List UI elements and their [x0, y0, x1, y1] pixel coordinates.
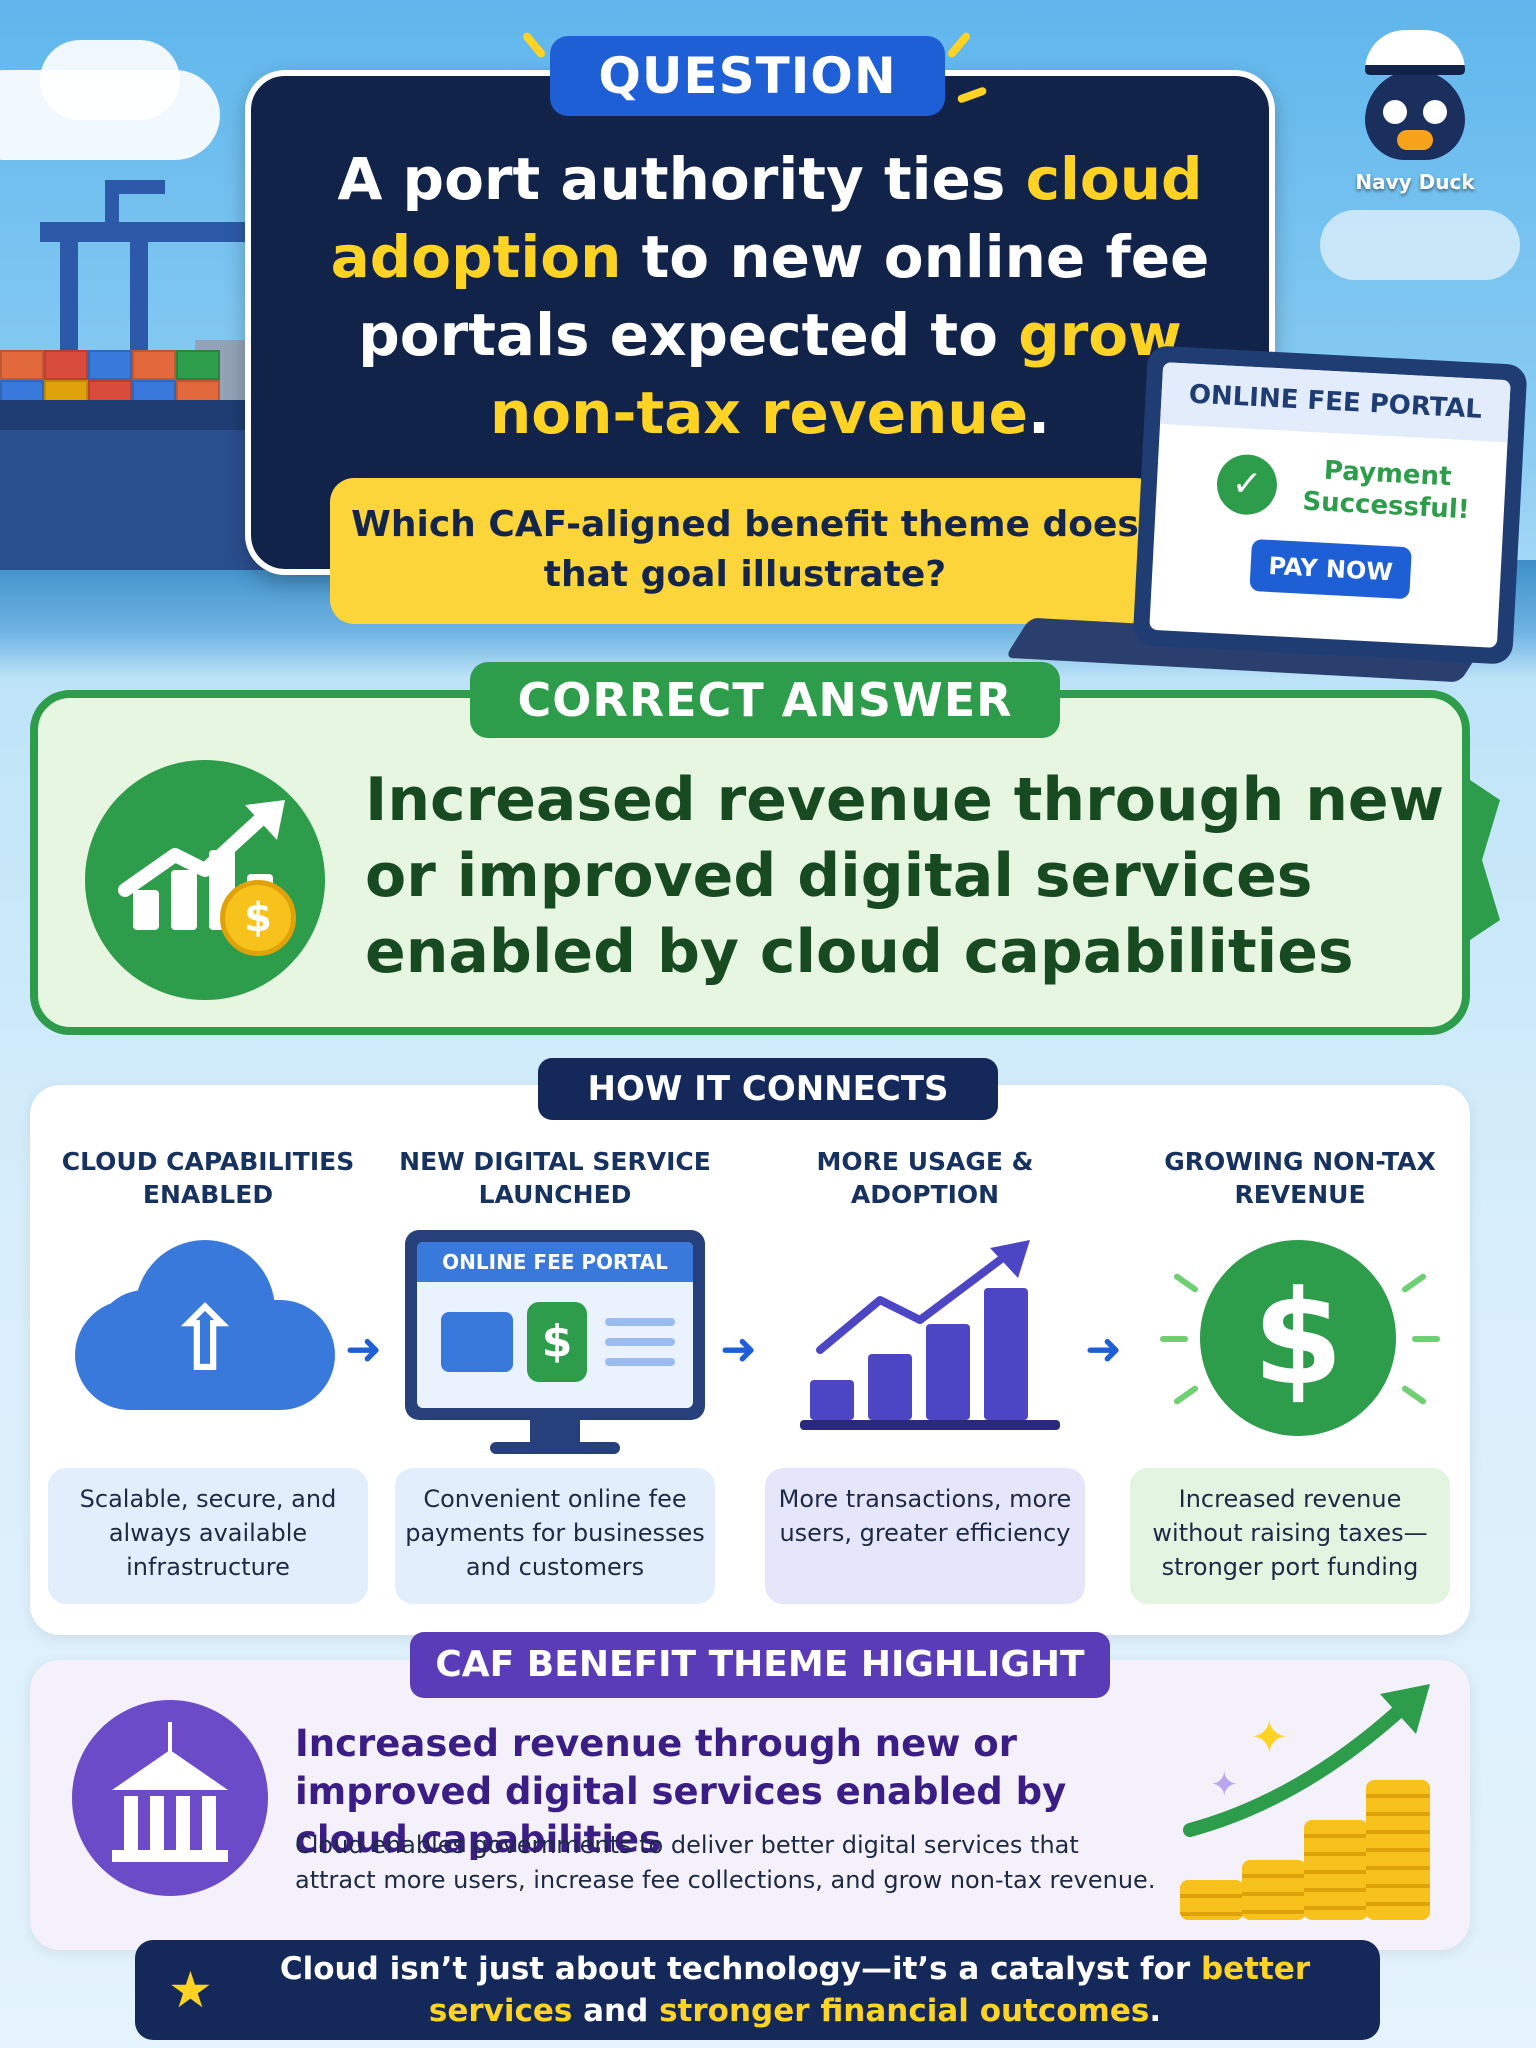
step-description: Scalable, secure, and always available i… [48, 1468, 368, 1604]
sparkle-ray [1160, 1336, 1188, 1342]
highlight-text: stronger financial outcomes [659, 1993, 1150, 2029]
step-title: CLOUD CAPABILITIES ENABLED [61, 1147, 355, 1209]
caf-highlight-label: CAF BENEFIT THEME HIGHLIGHT [410, 1632, 1110, 1698]
step-description: Increased revenue without raising taxes—… [1130, 1468, 1450, 1604]
bar-chart-icon [800, 1230, 1060, 1430]
correct-answer-label: CORRECT ANSWER [470, 662, 1060, 738]
dollar-icon: $ [527, 1302, 587, 1382]
arrow-right-icon: ➜ [720, 1324, 757, 1375]
payment-status: Payment Successful! [1301, 455, 1471, 526]
spark-icon [946, 30, 972, 60]
star-icon: ★ [168, 1961, 213, 2019]
growth-arrow-icon [1183, 1684, 1430, 1837]
background-cloud [1320, 210, 1520, 280]
arrow-right-icon: ➜ [1085, 1324, 1122, 1375]
portal-title: ONLINE FEE PORTAL [1160, 362, 1511, 443]
footer-text: Cloud isn’t just about technology—it’s a… [279, 1951, 1311, 2029]
government-building-icon [72, 1700, 268, 1896]
background-cloud [40, 40, 180, 120]
footer-banner [135, 1940, 1380, 2040]
monitor-title: ONLINE FEE PORTAL [417, 1242, 693, 1282]
step-title: NEW DIGITAL SERVICE LAUNCHED [399, 1147, 711, 1209]
correct-answer-text: Increased revenue through new or improve… [365, 765, 1445, 987]
highlight-text: cloud adoption [330, 145, 1203, 291]
coin-stacks-icon [1180, 1740, 1450, 1920]
dollar-icon: $ [1200, 1240, 1396, 1436]
growth-chart-icon [85, 760, 325, 1000]
step-description: Convenient online fee payments for busin… [395, 1468, 715, 1604]
question-label: QUESTION [550, 36, 945, 116]
arrow-right-icon: ➜ [345, 1324, 382, 1375]
crane [40, 222, 300, 242]
highlight-text: grow non-tax revenue [489, 301, 1182, 447]
crane [105, 180, 165, 230]
caf-highlight-title: Increased revenue through new or improve… [295, 1722, 1067, 1861]
navy-duck-icon: Navy Duck [1345, 30, 1485, 194]
sparkle-icon: ✦ [1210, 1765, 1239, 1805]
question-headline: A port authority ties cloud adoption to … [330, 145, 1210, 447]
cloud-upload-icon: ⇧ [75, 1240, 335, 1420]
sub-question: Which CAF-aligned benefit theme does tha… [330, 478, 1160, 624]
sparkle-icon: ✦ [1250, 1710, 1289, 1764]
monitor-stand [530, 1420, 580, 1445]
laptop-icon: ONLINE FEE PORTAL ✓ Payment Successful! … [1132, 345, 1528, 665]
sparkle-ray [1412, 1336, 1440, 1342]
step-description: More transactions, more users, greater e… [765, 1468, 1085, 1604]
mascot-label: Navy Duck [1355, 170, 1475, 194]
highlight-text: better services [428, 1951, 1311, 2029]
check-icon: ✓ [1215, 453, 1279, 517]
pay-now-button: PAY NOW [1249, 538, 1412, 600]
coin-icon: $ [220, 880, 296, 956]
caf-highlight-body: Cloud enables governments to deliver bet… [295, 1831, 1156, 1894]
step-title: MORE USAGE & ADOPTION [816, 1147, 1034, 1209]
monitor-icon: ONLINE FEE PORTAL $ [405, 1230, 705, 1420]
monitor-stand [490, 1442, 620, 1454]
how-it-connects-label: HOW IT CONNECTS [538, 1058, 998, 1120]
spark-icon [521, 30, 547, 60]
step-title: GROWING NON-TAX REVENUE [1164, 1147, 1436, 1209]
